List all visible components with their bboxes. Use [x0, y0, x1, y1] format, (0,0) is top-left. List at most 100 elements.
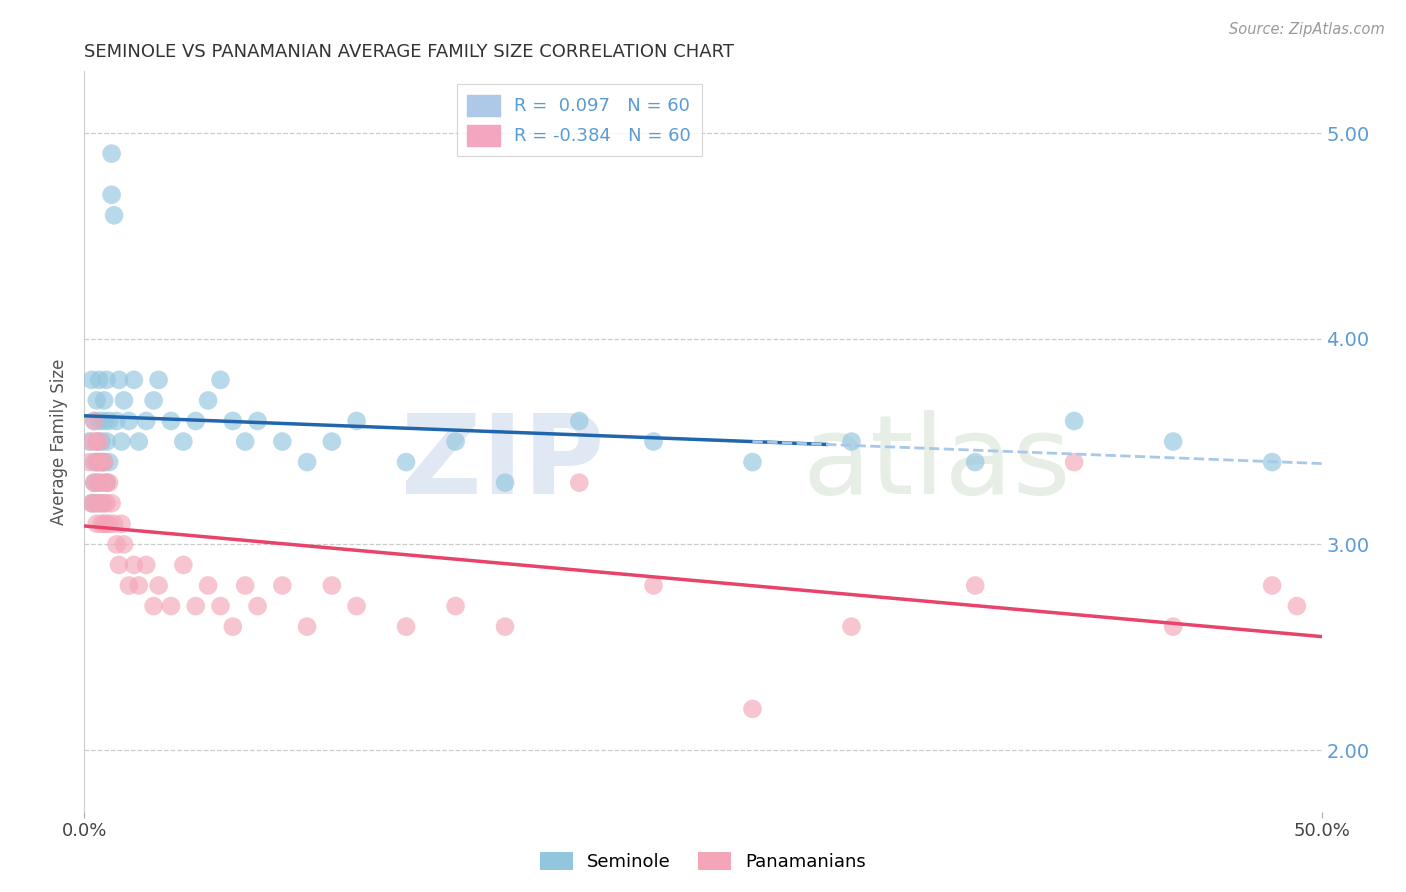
Point: [346, 414, 368, 428]
Point: [83, 455, 105, 469]
Point: [103, 516, 125, 531]
Point: [222, 619, 245, 633]
Point: [86, 496, 108, 510]
Point: [184, 599, 207, 613]
Legend: R =  0.097   N = 60, R = -0.384   N = 60: R = 0.097 N = 60, R = -0.384 N = 60: [457, 84, 702, 156]
Point: [90, 496, 112, 510]
Point: [321, 434, 343, 449]
Legend: Seminole, Panamanians: Seminole, Panamanians: [533, 845, 873, 879]
Point: [295, 619, 318, 633]
Point: [83, 414, 105, 428]
Point: [93, 516, 115, 531]
Point: [96, 475, 118, 490]
Point: [93, 455, 115, 469]
Point: [172, 558, 194, 572]
Point: [90, 475, 112, 490]
Point: [90, 516, 112, 531]
Point: [122, 558, 145, 572]
Point: [100, 146, 122, 161]
Point: [89, 455, 111, 469]
Point: [96, 475, 118, 490]
Point: [90, 455, 112, 469]
Point: [1285, 599, 1308, 613]
Point: [86, 434, 108, 449]
Point: [148, 373, 170, 387]
Point: [96, 434, 118, 449]
Point: [841, 434, 863, 449]
Point: [80, 373, 103, 387]
Point: [209, 599, 232, 613]
Text: Source: ZipAtlas.com: Source: ZipAtlas.com: [1229, 22, 1385, 37]
Point: [93, 414, 115, 428]
Point: [148, 578, 170, 592]
Text: atlas: atlas: [801, 410, 1070, 517]
Point: [108, 373, 131, 387]
Point: [643, 578, 665, 592]
Point: [80, 496, 103, 510]
Point: [444, 599, 467, 613]
Point: [89, 373, 111, 387]
Point: [86, 434, 108, 449]
Point: [90, 434, 112, 449]
Point: [96, 496, 118, 510]
Point: [110, 434, 132, 449]
Point: [96, 516, 118, 531]
Point: [395, 455, 418, 469]
Point: [89, 434, 111, 449]
Point: [184, 414, 207, 428]
Point: [1261, 578, 1284, 592]
Point: [494, 619, 516, 633]
Point: [841, 619, 863, 633]
Point: [494, 475, 516, 490]
Point: [321, 578, 343, 592]
Point: [96, 373, 118, 387]
Point: [568, 414, 591, 428]
Point: [79, 455, 101, 469]
Point: [1261, 455, 1284, 469]
Point: [112, 537, 135, 551]
Point: [643, 434, 665, 449]
Point: [80, 496, 103, 510]
Point: [1063, 455, 1085, 469]
Point: [233, 578, 256, 592]
Point: [93, 393, 115, 408]
Point: [83, 496, 105, 510]
Point: [246, 599, 269, 613]
Point: [86, 475, 108, 490]
Point: [98, 475, 121, 490]
Point: [172, 434, 194, 449]
Point: [135, 558, 157, 572]
Point: [346, 599, 368, 613]
Point: [741, 455, 763, 469]
Point: [209, 373, 232, 387]
Point: [271, 578, 294, 592]
Point: [112, 393, 135, 408]
Point: [89, 496, 111, 510]
Point: [100, 496, 122, 510]
Point: [122, 373, 145, 387]
Point: [295, 455, 318, 469]
Point: [83, 414, 105, 428]
Point: [741, 702, 763, 716]
Point: [395, 619, 418, 633]
Point: [105, 537, 128, 551]
Point: [83, 475, 105, 490]
Point: [80, 434, 103, 449]
Point: [271, 434, 294, 449]
Point: [142, 599, 165, 613]
Point: [98, 414, 121, 428]
Point: [965, 578, 987, 592]
Point: [160, 599, 183, 613]
Point: [105, 414, 128, 428]
Point: [142, 393, 165, 408]
Point: [128, 434, 150, 449]
Point: [86, 393, 108, 408]
Point: [197, 393, 219, 408]
Point: [79, 434, 101, 449]
Point: [90, 455, 112, 469]
Point: [222, 414, 245, 428]
Point: [86, 455, 108, 469]
Point: [110, 516, 132, 531]
Point: [98, 455, 121, 469]
Text: ZIP: ZIP: [401, 410, 605, 517]
